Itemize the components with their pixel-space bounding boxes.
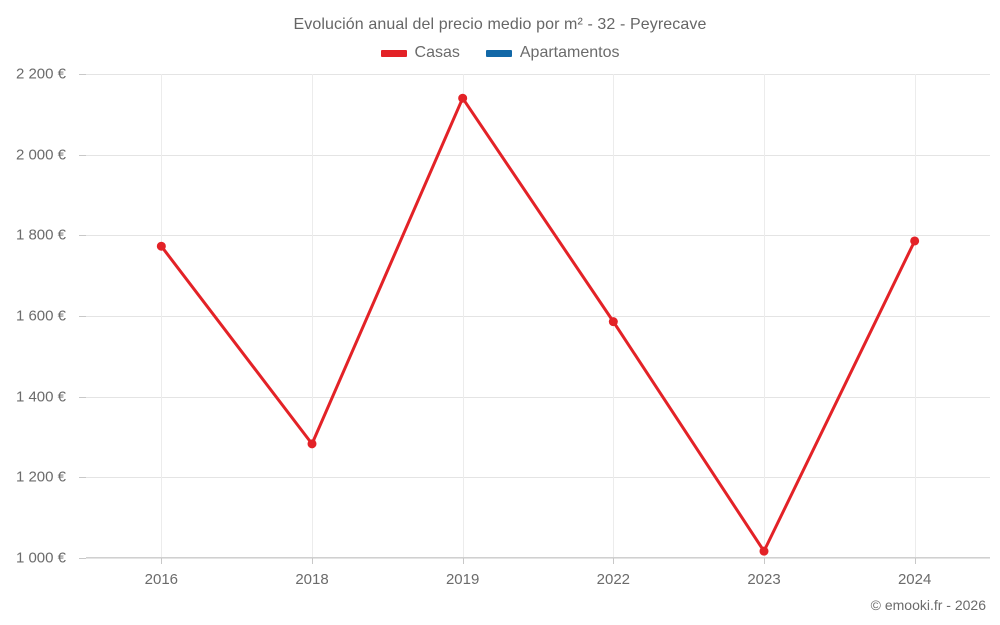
y-axis-tick-label: 1 000 €: [15, 549, 66, 567]
y-gridline: [86, 235, 990, 237]
x-axis-tick-mark: [312, 558, 313, 564]
x-axis-tick-mark: [613, 558, 615, 564]
y-axis-tick-mark: [79, 235, 86, 237]
x-axis-tick-label: 2023: [747, 571, 781, 588]
y-axis-tick-mark: [79, 558, 86, 559]
legend-color-swatch-casas: [380, 49, 407, 57]
x-axis-tick-label: 2022: [596, 571, 631, 588]
y-gridline: [86, 558, 990, 559]
y-gridline: [86, 396, 990, 398]
series-line-casas: [159, 96, 917, 553]
chart-title: Evolución anual del precio medio por m² …: [293, 16, 707, 33]
y-gridline: [86, 154, 990, 156]
x-gridline: [613, 74, 615, 558]
y-axis-tick-mark: [79, 154, 86, 156]
y-gridline: [86, 74, 990, 75]
x-gridline: [312, 74, 313, 558]
y-axis-tick-label: 1 400 €: [15, 388, 66, 406]
y-axis-tick-label: 1 800 €: [15, 226, 66, 244]
x-gridline: [161, 74, 163, 558]
legend-label-apartamentos: Apartamentos: [519, 44, 620, 61]
data-point-marker[interactable]: [156, 241, 166, 251]
data-point-marker[interactable]: [910, 236, 920, 246]
x-axis-tick-mark: [914, 558, 916, 564]
copyright-credit: © emooki.fr - 2026: [870, 597, 986, 613]
x-axis-tick-label: 2019: [445, 571, 480, 588]
series-layer: [156, 93, 920, 556]
legend-item-apartamentos[interactable]: Apartamentos: [485, 44, 620, 62]
x-axis-tick-mark: [462, 558, 464, 564]
y-axis-tick-label: 2 200 €: [15, 65, 66, 83]
x-axis-tick-label: 2016: [144, 571, 179, 588]
y-axis-tick-mark: [79, 74, 86, 75]
y-axis-tick-mark: [79, 477, 86, 479]
x-axis-tick-mark: [161, 558, 163, 564]
legend-color-swatch-apartamentos: [485, 49, 512, 57]
y-gridline: [86, 316, 990, 317]
x-axis-tick-mark: [764, 558, 765, 564]
legend-label-casas: Casas: [414, 44, 460, 61]
data-point-marker[interactable]: [458, 93, 468, 103]
y-gridline: [86, 477, 990, 479]
y-axis-tick-label: 1 600 €: [15, 307, 66, 325]
y-axis-tick-mark: [79, 316, 86, 317]
x-gridline: [764, 74, 765, 558]
legend-item-casas[interactable]: Casas: [380, 44, 460, 62]
y-axis-tick-mark: [79, 396, 86, 398]
y-axis-tick-label: 2 000 €: [15, 146, 66, 164]
data-point-marker[interactable]: [759, 546, 769, 556]
data-point-marker[interactable]: [608, 317, 618, 327]
x-axis-tick-label: 2024: [897, 571, 932, 588]
x-axis-tick-label: 2018: [295, 571, 329, 588]
chart-legend: Casas Apartamentos: [0, 44, 1000, 62]
x-gridline: [462, 74, 464, 558]
data-point-marker[interactable]: [307, 439, 317, 449]
y-axis-tick-label: 1 200 €: [15, 468, 66, 486]
x-axis-line: [86, 557, 990, 558]
plot-area: 1 000 € 1 200 € 1 400 € 1 600 € 1 800 € 2 000…: [16, 66, 990, 588]
x-gridline: [914, 74, 916, 558]
